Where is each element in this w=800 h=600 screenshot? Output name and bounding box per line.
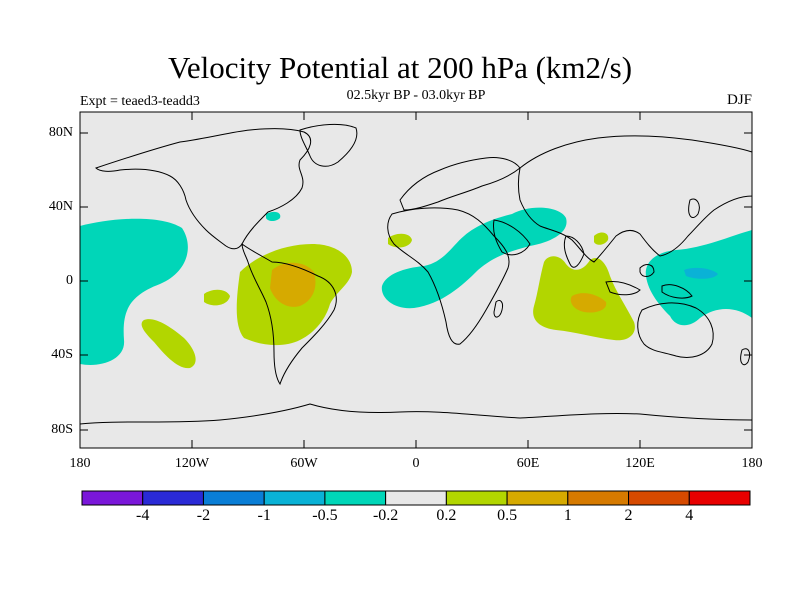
- colorbar-label-4: -0.2: [372, 507, 399, 524]
- colorbar-swatch-6: [445, 490, 508, 506]
- colorbar-swatch-2: [202, 490, 265, 506]
- colorbar-label-9: 4: [685, 507, 694, 524]
- contour-pos-south-america-core: [270, 262, 316, 307]
- coastlines: [79, 123, 753, 425]
- colorbar-swatch-8: [567, 490, 630, 506]
- lat-label-80s: 80S: [51, 422, 73, 437]
- contour-neg-central-pacific: [80, 218, 188, 365]
- colorbar-label-2: -1: [257, 507, 271, 524]
- colorbar-swatch-3: [263, 490, 326, 506]
- lat-label-40s: 40S: [51, 347, 73, 362]
- experiment-label: Expt = teaed3-teadd3: [80, 94, 200, 109]
- axis-ticks: [80, 112, 752, 448]
- colorbar-label-8: 2: [624, 507, 633, 524]
- lon-label-0: 0: [412, 456, 420, 471]
- lon-label-120w: 120W: [174, 456, 210, 471]
- colorbar-label-6: 0.5: [497, 507, 518, 524]
- colorbar-label-7: 1: [563, 507, 572, 524]
- contour-pos-indian-ocean-core: [570, 293, 607, 313]
- colorbar-label-5: 0.2: [436, 507, 457, 524]
- lon-label-60e: 60E: [516, 456, 540, 471]
- lon-label-180w: 180: [69, 456, 91, 471]
- lat-label-80n: 80N: [48, 125, 73, 140]
- contour-neg-north-atlantic: [266, 211, 281, 221]
- colorbar-swatch-5: [385, 490, 447, 506]
- colorbar-label-1: -2: [196, 507, 211, 524]
- colorbar-swatch-4: [324, 490, 387, 506]
- colorbar-swatch-9: [628, 490, 690, 506]
- season-label: DJF: [726, 92, 752, 108]
- contour-neg-west-pacific-core: [684, 267, 718, 279]
- lon-label-60w: 60W: [290, 456, 318, 471]
- plot-subtitle: 02.5kyr BP - 03.0kyr BP: [346, 88, 486, 103]
- contour-pos-south-pacific: [141, 319, 196, 369]
- lon-label-180e: 180: [741, 456, 763, 471]
- colorbar-label-3: -0.5: [312, 507, 338, 524]
- lon-label-120e: 120E: [625, 456, 655, 471]
- colorbar-label-0: -4: [136, 507, 150, 524]
- colorbar: [81, 490, 751, 506]
- colorbar-swatch-10: [688, 490, 751, 506]
- anomaly-contours: [80, 207, 752, 369]
- colorbar-swatch-7: [506, 490, 569, 506]
- colorbar-swatch-1: [142, 490, 204, 506]
- contour-pos-east-pacific-small: [204, 289, 230, 306]
- lat-label-0: 0: [66, 273, 73, 288]
- colorbar-swatch-0: [81, 490, 144, 506]
- plot-title: Velocity Potential at 200 hPa (km2/s): [167, 50, 633, 85]
- contour-pos-bay-bengal: [594, 232, 609, 245]
- lat-label-40n: 40N: [48, 199, 73, 214]
